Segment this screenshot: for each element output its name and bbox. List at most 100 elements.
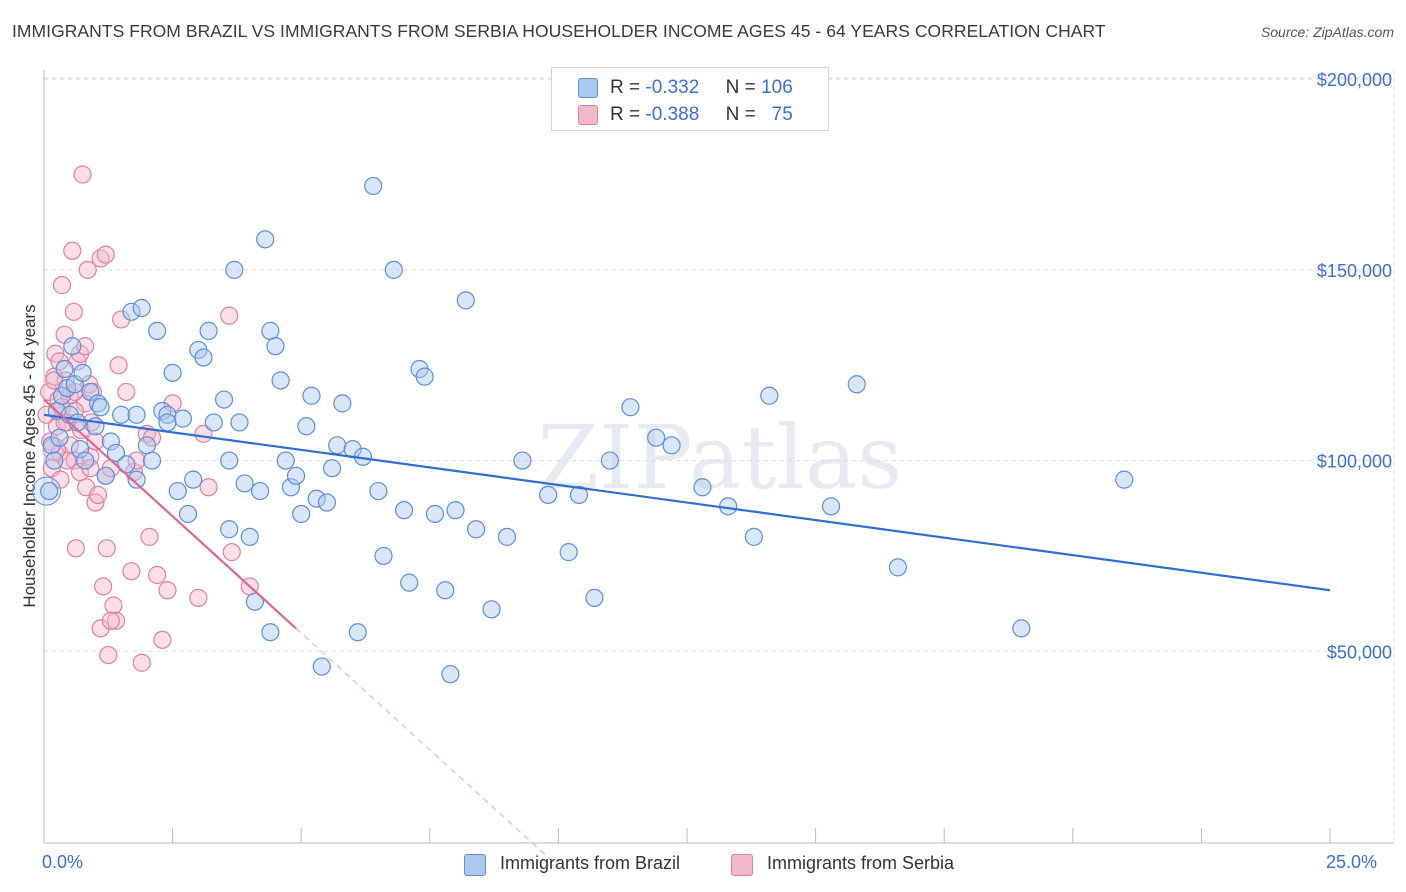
brazil-point-52 (271, 371, 290, 390)
serbia-point-68 (96, 245, 115, 264)
brazil-point-103 (220, 451, 239, 470)
brazil-point-59 (307, 489, 326, 508)
brazil-point-84 (559, 543, 578, 562)
brazil-point-76 (436, 581, 455, 600)
brazil-point-11 (68, 413, 87, 432)
serbia-point-40 (109, 356, 128, 375)
serbia-point-35 (97, 539, 116, 558)
brazil-point-46 (240, 527, 259, 546)
brazil-point-13 (73, 363, 92, 382)
brazil-point-74 (415, 367, 434, 386)
serbia-point-52 (158, 581, 177, 600)
stats-legend: R = -0.332 N = 106 R = -0.388 N = 75 (551, 67, 829, 131)
brazil-point-14 (76, 451, 95, 470)
brazil-point-89 (647, 428, 666, 447)
brazil-point-70 (384, 260, 403, 279)
brazil-point-77 (446, 501, 465, 520)
brazil-point-91 (693, 478, 712, 497)
axes (43, 70, 1394, 844)
brazil-points (40, 176, 1134, 684)
brazil-point-82 (513, 451, 532, 470)
serbia-point-39 (106, 611, 126, 630)
brazil-point-50 (261, 321, 280, 340)
serbia-point-15 (63, 241, 82, 260)
brazil-point-98 (1012, 619, 1031, 638)
brazil-point-58 (302, 386, 321, 405)
serbia-point-43 (122, 562, 141, 581)
brazil-point-35 (178, 504, 198, 524)
brazil-point-65 (348, 623, 367, 642)
brazil-point-49 (256, 230, 275, 249)
brazil-point-6 (55, 359, 74, 379)
brazil-point-72 (400, 573, 419, 592)
brazil-point-90 (662, 436, 681, 455)
brazil-point-21 (106, 443, 126, 463)
brazil-point-78 (456, 291, 475, 310)
brazil-point-40 (204, 413, 223, 432)
brazil-point-32 (163, 363, 182, 382)
brazil-point-86 (585, 588, 604, 607)
brazil-point-24 (122, 302, 141, 321)
serbia-point-25 (78, 260, 97, 279)
brazil-point-48 (250, 481, 270, 501)
brazil-legend-swatch (464, 854, 486, 876)
brazil-point-33 (168, 481, 187, 501)
serbia-point-64 (86, 432, 105, 451)
serbia-point-56 (199, 478, 218, 497)
brazil-point-29 (148, 321, 167, 340)
brazil-point-56 (292, 504, 311, 524)
brazil-point-42 (220, 520, 239, 539)
serbia-point-58 (222, 543, 241, 562)
brazil-point-102 (261, 623, 280, 642)
serbia-point-71 (101, 611, 120, 630)
brazil-point-67 (364, 176, 383, 196)
brazil-legend-label: Immigrants from Brazil (500, 853, 681, 873)
serbia-point-41 (112, 310, 131, 329)
brazil-r-value: -0.332 (645, 77, 700, 98)
brazil-point-18 (91, 398, 110, 417)
brazil-point-55 (286, 466, 306, 485)
brazil-point-25 (127, 405, 146, 424)
serbia-point-46 (132, 653, 151, 672)
brazil-point-88 (621, 398, 640, 417)
serbia-r-value: -0.388 (645, 104, 700, 125)
brazil-trend-line (43, 413, 1331, 592)
serbia-n-value: 75 (771, 104, 793, 125)
brazil-point-57 (297, 417, 316, 436)
brazil-point-2 (45, 451, 64, 470)
x-tick-label-max: 25.0% (1326, 852, 1378, 872)
serbia-point-53 (163, 394, 182, 413)
brazil-point-53 (276, 451, 295, 470)
brazil-point-79 (466, 520, 486, 539)
brazil-point-43 (225, 260, 244, 279)
brazil-point-97 (888, 558, 908, 577)
brazil-point-38 (194, 348, 213, 367)
brazil-point-75 (425, 504, 445, 524)
brazil-point-68 (369, 481, 388, 501)
chart-source: Source: ZipAtlas.com (1260, 24, 1394, 40)
brazil-point-19 (96, 466, 115, 485)
brazil-n-value: 106 (761, 77, 793, 98)
brazil-point-93 (744, 527, 763, 546)
brazil-point-47 (245, 592, 265, 611)
serbia-point-36 (99, 645, 118, 665)
brazil-point-85 (569, 485, 589, 504)
brazil-point-81 (497, 527, 517, 546)
brazil-point-36 (184, 470, 203, 489)
brazil-point-69 (374, 546, 393, 566)
serbia-r-label: R = (610, 104, 641, 125)
brazil-point-31 (158, 405, 177, 424)
brazil-point-28 (142, 451, 162, 470)
brazil-point-63 (333, 394, 352, 413)
serbia-point-66 (70, 462, 90, 482)
brazil-point-87 (600, 451, 619, 470)
serbia-swatch (578, 105, 598, 125)
brazil-point-99 (1115, 470, 1134, 489)
serbia-point-57 (220, 306, 239, 325)
brazil-point-51 (266, 337, 285, 356)
brazil-point-41 (214, 390, 234, 409)
brazil-point-62 (328, 436, 347, 455)
serbia-point-10 (52, 276, 72, 295)
serbia-point-54 (189, 588, 208, 607)
